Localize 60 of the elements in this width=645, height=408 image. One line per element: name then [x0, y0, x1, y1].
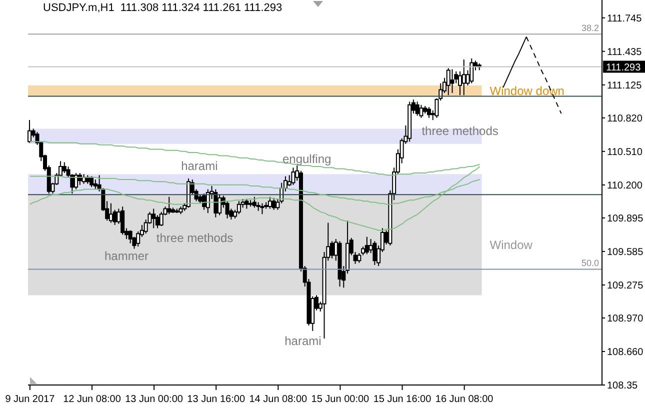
candlestick [28, 120, 32, 144]
candlestick [74, 172, 78, 190]
annotation: 50.0 [581, 258, 599, 268]
candlestick [218, 194, 222, 216]
candlestick [364, 236, 369, 255]
x-tick-label: 13 Jun 16:00 [187, 394, 246, 405]
y-tick-label: 109.275 [607, 280, 644, 292]
chart-title: USDJPY.m,H1 111.308 111.324 111.261 111.293 [43, 2, 282, 14]
candlestick [426, 106, 431, 118]
y-tick-label: 109.585 [607, 246, 644, 258]
candlestick [108, 202, 113, 224]
y-tick-label: 110.510 [607, 146, 643, 158]
x-tick-label: 14 Jun 08:00 [249, 394, 308, 405]
candlestick [236, 200, 241, 215]
y-tick-label: 109.895 [607, 213, 644, 224]
y-tick-label: 111.745 [607, 13, 642, 24]
band-label: Window [490, 238, 533, 252]
candlestick [252, 196, 256, 208]
y-tick-label: 111.125 [607, 80, 642, 92]
candlestick [202, 193, 206, 210]
y-tick-label: 108.970 [607, 314, 644, 324]
candlestick [214, 188, 218, 218]
candlestick [167, 196, 172, 215]
candlestick [260, 202, 264, 215]
annotation: 38.2 [581, 23, 599, 34]
annotation: hammer [104, 249, 149, 263]
annotation: harami [181, 159, 218, 174]
candlestick [120, 206, 125, 236]
y-tick-label: 111.435 [607, 46, 642, 58]
x-tick-label: 12 Jun 08:00 [63, 394, 122, 405]
candlestick [152, 208, 156, 229]
x-tick-label: 13 Jun 00:00 [125, 394, 184, 405]
candlestick [470, 58, 474, 84]
x-tick-label: 9 Jun 2017 [5, 394, 56, 405]
y-tick-label: 110.200 [607, 180, 643, 192]
y-tick-label: 108.660 [607, 347, 644, 358]
band-label: Window down [490, 84, 564, 98]
candlestick [90, 176, 94, 188]
annotation: three methods [156, 231, 234, 245]
x-tick-label: 15 Jun 00:00 [311, 394, 370, 405]
candlestick [291, 167, 296, 186]
y-tick-label: 110.820 [607, 113, 643, 124]
candlestick [244, 198, 249, 210]
annotation: harami [284, 334, 322, 348]
candlestick [62, 162, 66, 174]
x-tick-label: 15 Jun 16:00 [373, 394, 432, 405]
candlestick [268, 196, 272, 210]
candlestick [446, 68, 450, 96]
candlestick [415, 101, 420, 116]
y-tick-label: 108.35 [607, 380, 638, 392]
candlestick [419, 104, 424, 118]
candlestick [272, 197, 276, 210]
candlestick [462, 58, 466, 96]
candlestick [450, 68, 454, 94]
annotation: engulfing [282, 152, 332, 166]
ref-line-label: 111.293 [606, 62, 642, 74]
candlestick [372, 240, 377, 266]
annotation: three methods [422, 124, 498, 138]
x-tick-label: 16 Jun 08:00 [435, 394, 494, 405]
candlestick [93, 179, 98, 190]
